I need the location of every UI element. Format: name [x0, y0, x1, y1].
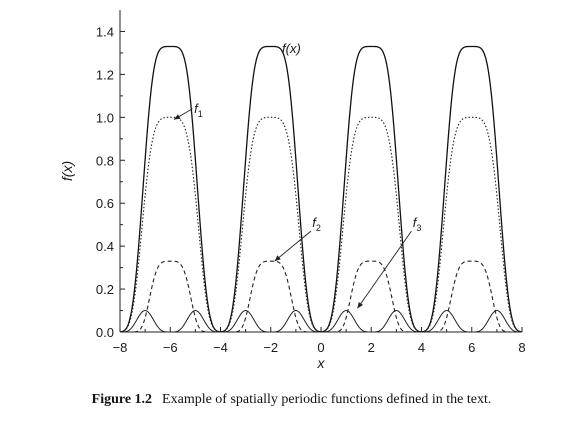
x-tick-label: −8 — [113, 340, 128, 355]
y-tick-label: 1.2 — [96, 67, 114, 82]
annotation-f2: f2 — [312, 215, 321, 233]
x-ticks: −8 −6 −4 −2 0 2 4 6 8 — [113, 327, 526, 355]
annotation-arrow-line — [274, 230, 312, 262]
y-tick-label: 0.6 — [96, 196, 114, 211]
x-tick-label: 0 — [317, 340, 324, 355]
series-line-f3 — [120, 310, 522, 333]
x-tick-label: 2 — [368, 340, 375, 355]
series-line-fx — [119, 45, 523, 333]
x-tick-label: −6 — [163, 340, 178, 355]
y-tick-label: 0.2 — [96, 282, 114, 297]
x-tick-label: 4 — [418, 340, 425, 355]
plot-area: −8 −6 −4 −2 0 2 4 6 8 0.0 0.2 0.4 0.6 0.8 1.0 1.2 1.4 f… — [96, 10, 526, 355]
x-tick-label: −4 — [213, 340, 228, 355]
x-axis-label: x — [317, 355, 326, 371]
y-ticks: 0.0 0.2 0.4 0.6 0.8 1.0 1.2 1.4 — [96, 24, 125, 340]
y-tick-label: 0.0 — [96, 325, 114, 340]
y-tick-label: 0.4 — [96, 239, 114, 254]
caption-number: Figure 1.2 — [91, 392, 153, 407]
x-tick-label: −2 — [263, 340, 278, 355]
y-tick-label: 1.0 — [96, 110, 114, 125]
y-tick-label: 0.8 — [96, 153, 114, 168]
annotation-arrow-line — [357, 230, 412, 309]
figure-caption: Figure 1.2 Example of spatially periodic … — [0, 392, 583, 408]
annotation-arrowhead — [174, 114, 181, 120]
annotation-f3: f3 — [413, 215, 422, 233]
series-line-f1 — [119, 116, 523, 333]
y-tick-label: 1.4 — [96, 24, 114, 39]
x-tick-label: 8 — [518, 340, 525, 355]
annotation-layer: f(x) f1 f2 f3 — [173, 41, 422, 309]
series-line-f2 — [120, 260, 522, 333]
annotation-f1: f1 — [194, 101, 203, 119]
annotation-fx: f(x) — [282, 41, 301, 56]
x-tick-label: 6 — [468, 340, 475, 355]
annotation-arrowhead — [357, 302, 363, 309]
caption-text: Example of spatially periodic functions … — [162, 392, 492, 407]
series-layer — [119, 45, 523, 333]
annotation-arrowhead — [274, 255, 281, 262]
y-axis-label: f(x) — [59, 161, 75, 181]
